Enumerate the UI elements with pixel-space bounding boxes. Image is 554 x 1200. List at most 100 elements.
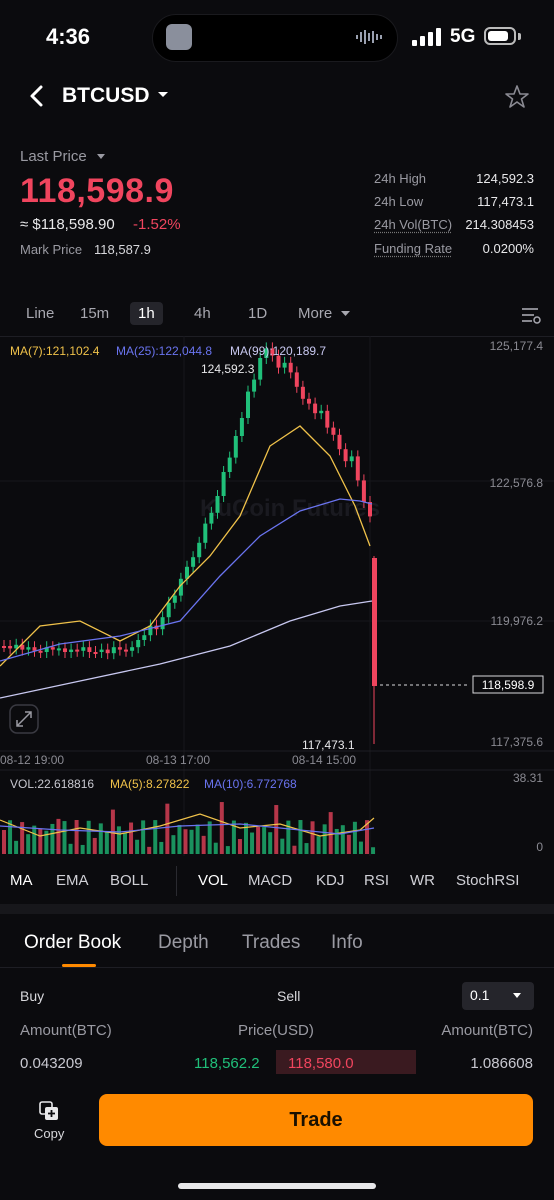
chevron-down-icon[interactable] (96, 153, 106, 161)
candle (172, 595, 177, 603)
sell-label: Sell (277, 988, 301, 1004)
home-indicator (178, 1183, 376, 1189)
tab-timeframe-more[interactable]: More (298, 305, 333, 322)
stat-24h-low-value: 117,473.1 (477, 194, 534, 209)
candle (343, 449, 348, 462)
indicator-boll[interactable]: BOLL (110, 872, 149, 889)
low-annotation: 117,473.1 (302, 738, 355, 752)
ma7-legend: MA(7):121,102.4 (10, 344, 100, 358)
candle (246, 391, 250, 418)
battery-tip (518, 33, 521, 40)
volume-bar (129, 822, 134, 854)
tab-timeframe-15m[interactable]: 15m (80, 305, 110, 322)
price-tag-box (472, 675, 544, 694)
precision-value[interactable]: 0.1 (470, 987, 490, 1003)
indicator-macd[interactable]: MACD (248, 872, 293, 889)
candle (215, 496, 220, 513)
volume-bar (62, 821, 67, 854)
high-annotation: 124,592.3 (201, 362, 255, 376)
candle (130, 647, 135, 651)
pair-selector[interactable]: BTCUSD (62, 84, 150, 107)
buy-price[interactable]: 118,562.2 (194, 1055, 260, 1072)
indicator-stochrsi[interactable]: StochRSI (456, 872, 520, 889)
trade-button[interactable]: Trade (99, 1094, 533, 1146)
candle (197, 542, 202, 558)
tab-timeframe-1h[interactable]: 1h (130, 302, 163, 325)
y-tick-1: 125,177.4 (490, 339, 544, 353)
tab-timeframe-line[interactable]: Line (26, 305, 55, 322)
volume-bar (86, 820, 91, 854)
volume-bar (219, 802, 224, 854)
volume-bar (358, 841, 363, 854)
chart-grid (0, 336, 554, 856)
buy-amount[interactable]: 0.043209 (20, 1055, 83, 1072)
volume-bar (322, 824, 327, 854)
stat-24h-vol-label[interactable]: 24h Vol(BTC) (374, 217, 453, 232)
indicator-vol[interactable]: VOL (198, 872, 229, 889)
back-icon[interactable] (26, 84, 48, 108)
volume-bar (286, 820, 291, 854)
volume-bar (38, 828, 43, 854)
volume-bar (20, 822, 25, 854)
volume-bar (44, 830, 49, 854)
favorite-star-icon[interactable] (504, 84, 530, 110)
candle (191, 557, 196, 567)
vol-ma10-legend: MA(10):6.772768 (204, 777, 297, 791)
tab-timeframe-1d[interactable]: 1D (248, 305, 268, 322)
indicator-ema[interactable]: EMA (56, 872, 89, 889)
candle (372, 558, 377, 686)
volume-bar (2, 830, 6, 854)
volume-bar (225, 846, 230, 854)
sell-price[interactable]: 118,580.0 (288, 1055, 354, 1072)
tab-order-book[interactable]: Order Book (24, 932, 122, 953)
volume-bar (256, 826, 261, 854)
candle (81, 647, 86, 651)
volume-bar (274, 805, 279, 854)
volume-bar (153, 820, 158, 854)
candle (337, 434, 342, 450)
col-amount-sell: Amount(BTC) (441, 1022, 533, 1039)
volume-bar (32, 825, 37, 854)
precision-dropdown[interactable] (462, 982, 534, 1010)
volume-bar (104, 831, 109, 854)
candle (166, 602, 171, 618)
chevron-down-icon[interactable] (512, 992, 522, 999)
col-price: Price(USD) (238, 1022, 314, 1039)
chevron-down-icon[interactable] (156, 90, 170, 100)
candle (276, 355, 281, 368)
candlestick-chart[interactable]: KuCoin Futures MA(7):121,102.4 MA(25):12… (0, 336, 554, 856)
volume-bar (292, 845, 297, 854)
candle (178, 578, 183, 596)
volume-bar (237, 839, 242, 854)
volume-bar (116, 826, 121, 854)
stat-funding-label[interactable]: Funding Rate (374, 241, 453, 256)
candle (87, 647, 92, 652)
chart-settings-icon[interactable] (520, 306, 542, 324)
volume-bar (298, 820, 303, 854)
last-price-label[interactable]: Last Price (20, 148, 87, 165)
candles-group (2, 342, 377, 744)
y-tick-2: 122,576.8 (490, 476, 544, 490)
tab-info[interactable]: Info (331, 932, 363, 953)
indicator-rsi[interactable]: RSI (364, 872, 390, 889)
tab-timeframe-4h[interactable]: 4h (194, 305, 211, 322)
indicator-ma[interactable]: MA (10, 872, 33, 889)
volume-bar (250, 832, 255, 854)
ma99-line (0, 600, 373, 699)
app-icon (166, 24, 192, 50)
candle (136, 640, 141, 648)
copy-label[interactable]: Copy (34, 1126, 65, 1141)
chevron-down-icon[interactable] (341, 311, 350, 318)
copy-trade-icon[interactable] (38, 1100, 60, 1122)
mark-price-label: Mark Price (20, 242, 83, 257)
volume-bar (8, 820, 13, 854)
tab-depth[interactable]: Depth (158, 932, 209, 953)
indicator-kdj[interactable]: KDJ (316, 872, 345, 889)
volume-bar (56, 818, 61, 854)
volume-bar (135, 839, 140, 854)
x-tick-3: 08-14 15:00 (292, 753, 356, 767)
tab-trades[interactable]: Trades (242, 932, 301, 953)
sell-amount[interactable]: 1.086608 (470, 1055, 533, 1072)
candle (313, 403, 318, 414)
indicator-wr[interactable]: WR (410, 872, 435, 889)
